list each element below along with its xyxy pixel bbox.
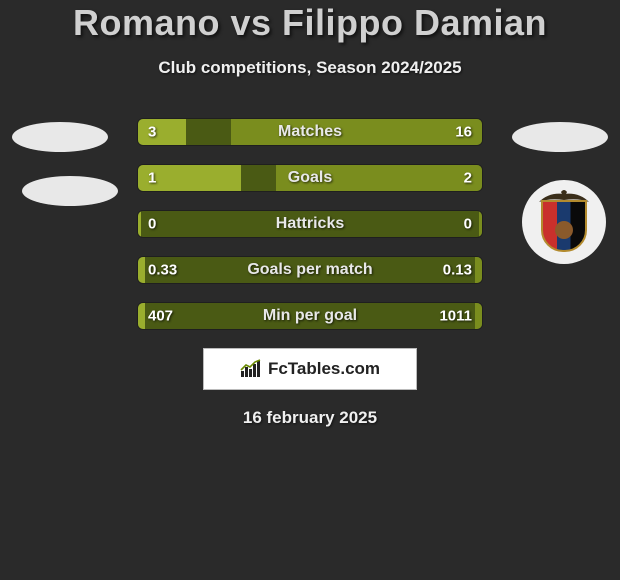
page-title: Romano vs Filippo Damian <box>0 2 620 44</box>
generated-date: 16 february 2025 <box>0 408 620 428</box>
bar-left-fill <box>138 211 141 237</box>
bar-left-fill <box>138 257 145 283</box>
stat-value-right: 0 <box>464 216 472 233</box>
stat-label: Goals <box>288 169 332 187</box>
stat-value-right: 0.13 <box>443 262 472 279</box>
comparison-infographic: Romano vs Filippo Damian Club competitio… <box>0 0 620 428</box>
stats-area: Matches 3 16 Goals 1 2 Hattricks 0 0 Goals per ma… <box>0 118 620 330</box>
club-left-placeholder-icon <box>22 176 118 206</box>
subtitle: Club competitions, Season 2024/2025 <box>0 58 620 78</box>
source-logo-text: FcTables.com <box>268 359 380 379</box>
bar-right-fill <box>479 211 482 237</box>
player-right-placeholder-icon <box>512 122 608 152</box>
comparison-bars: Matches 3 16 Goals 1 2 Hattricks 0 0 Goals per ma… <box>137 118 483 330</box>
stat-row: Hattricks 0 0 <box>137 210 483 238</box>
stat-value-right: 1011 <box>439 308 472 325</box>
stat-label: Matches <box>278 123 342 141</box>
stat-value-right: 16 <box>455 124 472 141</box>
stat-row: Goals per match 0.33 0.13 <box>137 256 483 284</box>
bar-right-fill <box>231 119 482 145</box>
bar-left-fill <box>138 303 145 329</box>
stat-value-left: 0.33 <box>148 262 177 279</box>
stat-value-left: 3 <box>148 124 156 141</box>
stat-label: Hattricks <box>276 215 344 233</box>
stat-value-left: 407 <box>148 308 173 325</box>
source-logo: FcTables.com <box>203 348 417 390</box>
stat-label: Goals per match <box>247 261 372 279</box>
stat-value-right: 2 <box>464 170 472 187</box>
stat-row: Matches 3 16 <box>137 118 483 146</box>
stat-row: Min per goal 407 1011 <box>137 302 483 330</box>
stat-label: Min per goal <box>263 307 357 325</box>
bars-chart-icon <box>240 359 262 379</box>
stat-value-left: 0 <box>148 216 156 233</box>
bar-left-fill <box>138 119 186 145</box>
stat-value-left: 1 <box>148 170 156 187</box>
player-left-placeholder-icon <box>12 122 108 152</box>
bar-right-fill <box>475 303 482 329</box>
bar-right-fill <box>475 257 482 283</box>
club-right-crest-icon <box>522 180 606 264</box>
stat-row: Goals 1 2 <box>137 164 483 192</box>
